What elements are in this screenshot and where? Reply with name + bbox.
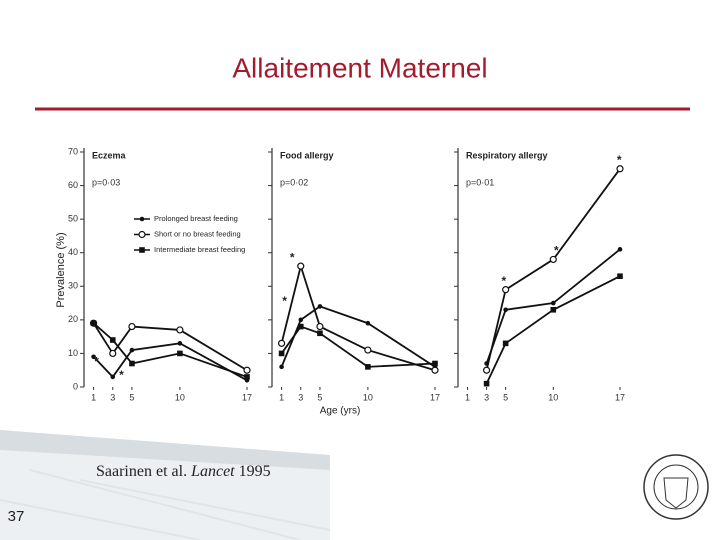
marker — [483, 380, 490, 387]
marker — [550, 300, 556, 306]
y-tick-label: 70 — [68, 146, 78, 156]
y-tick-label: 40 — [68, 247, 78, 257]
x-tick-label: 17 — [430, 392, 440, 402]
citation: Saarinen et al. Lancet 1995 — [96, 463, 271, 480]
y-tick-label: 50 — [68, 214, 78, 224]
x-tick-label: 1 — [91, 392, 96, 402]
marker — [549, 255, 557, 264]
x-axis-label: Age (yrs) — [320, 406, 361, 417]
y-tick-label: 0 — [73, 381, 78, 391]
marker — [317, 330, 323, 337]
marker — [139, 247, 145, 253]
marker — [279, 364, 284, 370]
marker — [277, 339, 286, 347]
marker — [297, 262, 305, 270]
y-tick-label: 20 — [68, 314, 78, 324]
panel-subtitle: p=0·03 — [92, 177, 120, 187]
slide-title: Allaitement Maternel — [232, 52, 487, 83]
marker — [617, 247, 623, 252]
marker — [138, 230, 146, 239]
marker — [482, 366, 491, 374]
x-tick-label: 5 — [503, 392, 508, 402]
annotation: * — [502, 274, 507, 288]
x-tick-label: 10 — [548, 392, 558, 402]
annotation: * — [554, 244, 559, 258]
annotation: * — [119, 368, 124, 382]
panel-subtitle: p=0·02 — [280, 177, 308, 187]
x-tick-label: 3 — [298, 392, 303, 402]
marker — [365, 364, 371, 370]
marker — [139, 216, 145, 222]
citation-part: Saarinen et al. — [96, 463, 191, 480]
x-tick-label: 1 — [279, 392, 284, 402]
citation-part: Lancet — [190, 463, 235, 480]
charts: 0 10 20 30 40 50 60 70 1 3 5 10 17 Eczema p=0·03 Prolon… — [68, 146, 625, 402]
university-logo — [643, 454, 709, 520]
marker — [243, 366, 251, 374]
x-tick-label: 3 — [110, 392, 115, 402]
marker — [297, 323, 304, 330]
x-tick-label: 5 — [317, 392, 322, 402]
legend-label: Intermediate breast feeding — [154, 245, 245, 254]
x-tick-label: 10 — [363, 392, 373, 402]
marker — [91, 354, 96, 360]
annotation: * — [282, 294, 287, 308]
marker — [365, 320, 371, 326]
y-tick-label: 30 — [68, 281, 78, 291]
marker — [502, 340, 509, 347]
x-tick-label: 3 — [484, 392, 489, 402]
marker — [244, 374, 250, 380]
marker — [431, 366, 439, 374]
panel-title: Food allergy — [280, 150, 334, 160]
annotation: * — [94, 354, 99, 368]
marker — [129, 360, 135, 367]
marker — [90, 320, 97, 327]
legend-label: Prolonged breast feeding — [154, 214, 238, 223]
annotation: * — [617, 153, 622, 167]
marker — [616, 165, 624, 173]
panel-title: Eczema — [92, 150, 127, 160]
marker — [128, 322, 136, 331]
marker — [109, 349, 117, 358]
annotation: * — [290, 250, 295, 264]
marker — [129, 347, 135, 353]
legend-label: Short or no breast feeding — [154, 229, 241, 238]
y-tick-label: 60 — [68, 180, 78, 190]
marker — [316, 322, 324, 331]
citation-part: 1995 — [235, 463, 271, 480]
marker — [550, 306, 557, 313]
marker — [502, 286, 510, 294]
y-tick-label: 10 — [68, 348, 78, 358]
marker — [317, 304, 323, 309]
series-line — [485, 168, 621, 371]
marker — [177, 350, 183, 357]
x-tick-label: 1 — [465, 392, 470, 402]
x-tick-label: 10 — [175, 392, 185, 402]
marker — [298, 317, 304, 323]
building-image — [0, 430, 331, 540]
series-line — [485, 248, 621, 364]
marker — [503, 307, 508, 313]
x-tick-label: 5 — [129, 392, 134, 402]
x-tick-label: 17 — [242, 392, 252, 402]
marker — [109, 337, 116, 343]
series-line — [485, 275, 621, 385]
marker — [432, 360, 438, 367]
panel-subtitle: p=0·01 — [466, 177, 494, 187]
marker — [278, 350, 285, 357]
y-axis-label: Prevalence (%) — [55, 232, 67, 307]
marker — [617, 273, 623, 280]
marker — [364, 346, 372, 354]
page-number: 37 — [8, 508, 25, 525]
marker — [176, 326, 184, 334]
marker — [177, 341, 183, 346]
marker — [110, 374, 116, 380]
x-tick-label: 17 — [615, 392, 625, 402]
panel-title: Respiratory allergy — [466, 150, 548, 160]
